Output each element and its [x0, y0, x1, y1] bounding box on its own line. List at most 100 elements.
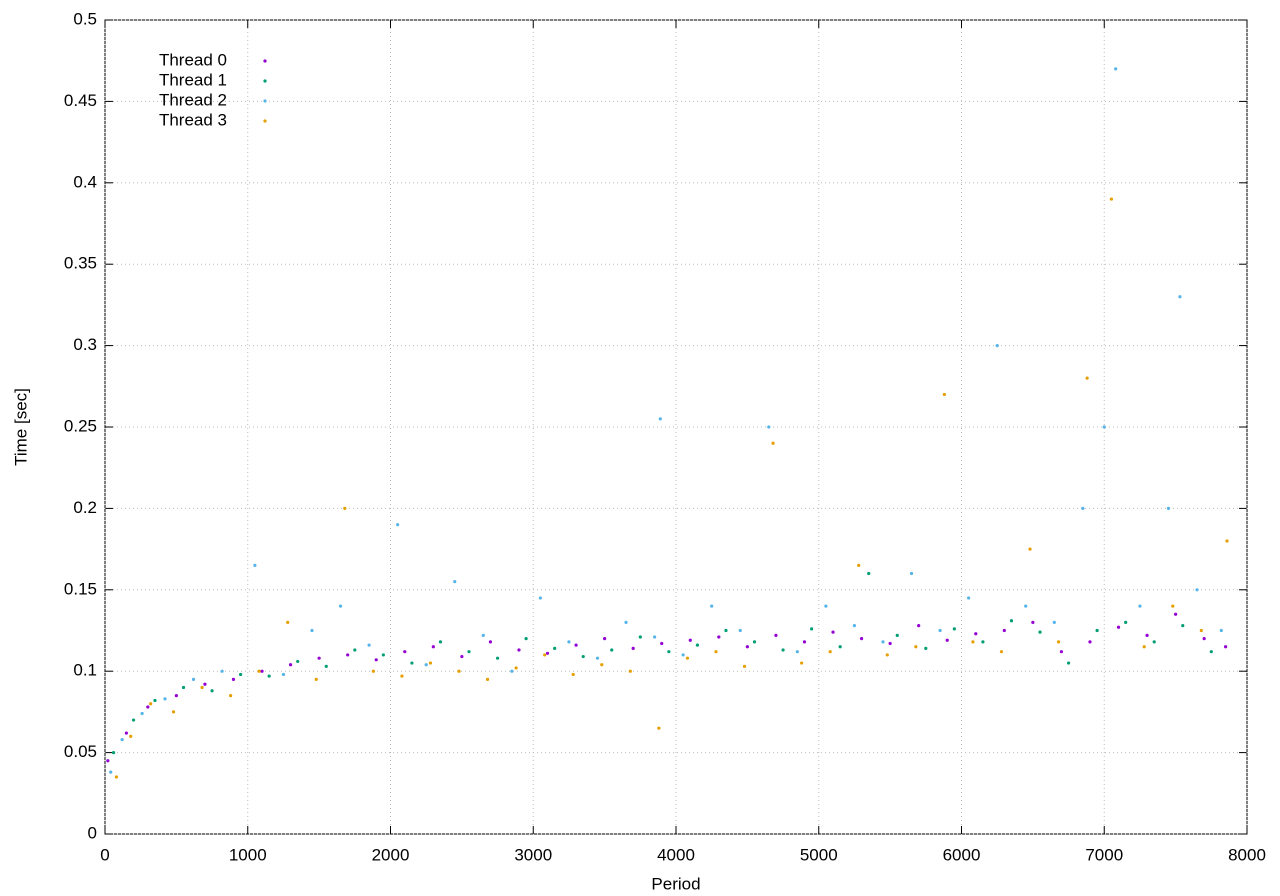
point	[681, 653, 685, 657]
point	[488, 640, 493, 644]
point	[631, 646, 635, 651]
point	[114, 775, 119, 779]
point	[917, 624, 921, 628]
point	[453, 580, 457, 584]
point	[802, 640, 807, 644]
point	[1195, 588, 1199, 592]
point	[752, 640, 757, 644]
x-tick-label: 1000	[229, 845, 267, 864]
point	[1116, 625, 1121, 629]
point	[314, 677, 318, 681]
point	[1145, 633, 1149, 637]
point	[288, 663, 293, 667]
point	[343, 506, 347, 510]
legend-label: Thread 3	[159, 110, 227, 129]
point	[457, 669, 461, 673]
point	[852, 624, 857, 628]
point	[1031, 620, 1035, 624]
point	[1009, 619, 1014, 623]
legend-label: Thread 0	[159, 50, 227, 69]
x-tick-label: 5000	[800, 845, 838, 864]
point	[600, 663, 604, 667]
point	[974, 632, 978, 636]
y-tick-label: 0.45	[64, 91, 97, 110]
point	[111, 751, 116, 755]
point	[286, 620, 290, 624]
point	[667, 650, 671, 654]
x-tick-label: 6000	[943, 845, 981, 864]
y-tick-label: 0	[88, 823, 97, 842]
point	[571, 672, 575, 677]
x-tick-label: 8000	[1228, 845, 1266, 864]
point	[867, 571, 871, 576]
point	[1081, 506, 1085, 510]
legend-marker	[263, 119, 267, 123]
point	[800, 661, 804, 665]
point	[695, 643, 700, 647]
point	[1102, 425, 1106, 429]
point	[781, 648, 785, 652]
point	[538, 596, 542, 600]
point	[652, 635, 657, 639]
point	[146, 705, 150, 709]
point	[124, 731, 129, 735]
point	[710, 604, 714, 608]
point	[909, 571, 914, 576]
point	[129, 734, 133, 738]
point	[1174, 612, 1178, 616]
point	[1178, 295, 1182, 299]
point	[828, 650, 832, 654]
point	[810, 627, 814, 631]
x-tick-label: 7000	[1085, 845, 1123, 864]
point	[220, 669, 224, 673]
point	[581, 654, 585, 659]
y-tick-label: 0.4	[73, 172, 97, 191]
point	[567, 640, 571, 644]
point	[610, 648, 614, 652]
point	[553, 646, 557, 651]
point	[181, 685, 186, 690]
point	[1052, 620, 1056, 624]
x-tick-label: 3000	[514, 845, 552, 864]
point	[296, 659, 300, 664]
point	[353, 648, 357, 652]
point	[888, 641, 892, 646]
point	[1171, 604, 1175, 608]
x-axis-label: Period	[651, 874, 700, 893]
x-tick-label: 4000	[657, 845, 695, 864]
point	[210, 689, 214, 693]
point	[1095, 628, 1099, 633]
point	[981, 640, 985, 644]
point	[346, 653, 350, 657]
legend-marker	[263, 99, 267, 103]
point	[267, 674, 271, 678]
point	[109, 770, 113, 774]
point	[724, 628, 728, 633]
point	[738, 628, 742, 633]
point	[149, 702, 153, 706]
point	[400, 674, 404, 678]
point	[914, 645, 918, 649]
point	[317, 656, 321, 660]
y-axis-label: Time [sec]	[11, 388, 30, 466]
point	[381, 653, 385, 657]
point	[1166, 506, 1171, 510]
point	[767, 425, 771, 429]
point	[952, 627, 956, 631]
y-tick-label: 0.1	[73, 661, 97, 680]
point	[460, 654, 464, 659]
point	[938, 628, 942, 633]
y-tick-label: 0.3	[73, 335, 97, 354]
point	[438, 640, 443, 644]
point	[239, 672, 243, 677]
point	[338, 604, 343, 608]
point	[428, 661, 433, 665]
point	[1056, 640, 1061, 644]
point	[495, 656, 500, 660]
point	[174, 694, 178, 698]
legend-marker	[263, 59, 267, 63]
point	[200, 685, 204, 690]
point	[999, 650, 1004, 654]
